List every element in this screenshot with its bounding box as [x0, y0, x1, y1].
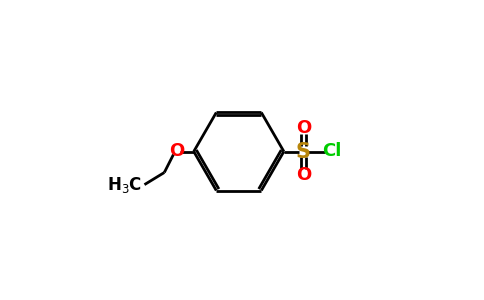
Text: H$_3$C: H$_3$C: [107, 175, 142, 195]
Text: O: O: [296, 119, 311, 137]
Text: S: S: [296, 142, 311, 161]
Text: O: O: [169, 142, 184, 160]
Text: O: O: [296, 166, 311, 184]
Text: Cl: Cl: [322, 142, 341, 160]
